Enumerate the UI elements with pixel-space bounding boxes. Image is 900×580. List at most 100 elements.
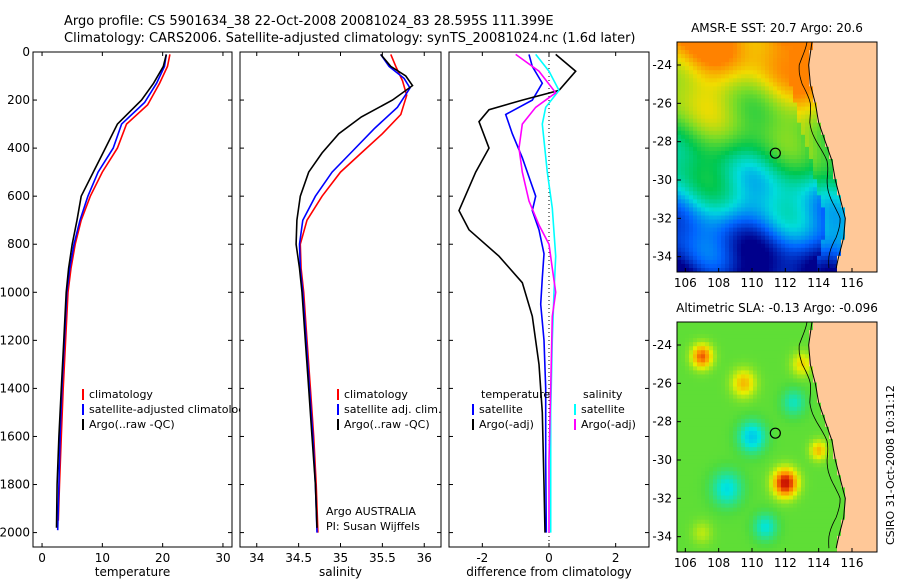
sla-grid-cell <box>761 322 766 327</box>
sst-grid-cell <box>685 130 690 136</box>
sst-grid-cell <box>785 138 790 144</box>
sst-grid-cell <box>685 90 690 95</box>
sla-grid-cell <box>769 471 774 476</box>
sla-grid-cell <box>785 334 790 339</box>
sst-grid-cell <box>821 58 826 63</box>
sst-grid-cell <box>849 138 854 144</box>
sst-grid-cell <box>697 187 702 192</box>
sst-grid-cell <box>693 235 698 241</box>
sst-grid-cell <box>789 146 794 152</box>
sst-grid-cell <box>713 134 718 140</box>
sla-grid-cell <box>801 398 806 404</box>
sst-grid-cell <box>745 231 750 237</box>
sst-grid-cell <box>729 263 734 269</box>
sla-grid-cell <box>813 475 818 480</box>
sst-grid-cell <box>753 263 758 269</box>
sst-grid-cell <box>677 207 682 212</box>
sst-grid-cell <box>857 146 862 152</box>
sla-grid-cell <box>865 334 870 339</box>
sla-grid-cell <box>741 386 746 391</box>
sla-grid-cell <box>841 378 846 383</box>
sla-grid-cell <box>845 418 850 424</box>
sst-grid-cell <box>809 171 814 176</box>
sst-grid-cell <box>765 199 770 204</box>
sla-grid-cell <box>677 422 682 428</box>
sst-grid-cell <box>725 159 730 164</box>
sst-grid-cell <box>781 42 786 47</box>
sst-grid-cell <box>777 191 782 196</box>
sst-grid-cell <box>717 227 722 233</box>
sst-grid-cell <box>785 126 790 132</box>
sla-grid-cell <box>873 459 878 464</box>
sst-grid-cell <box>869 138 874 144</box>
sst-grid-cell <box>713 195 718 200</box>
sst-grid-cell <box>769 54 774 59</box>
sst-grid-cell <box>721 70 726 75</box>
sla-grid-cell <box>765 443 770 448</box>
sst-grid-cell <box>809 130 814 136</box>
sla-grid-cell <box>725 378 730 383</box>
sst-grid-cell <box>769 122 774 128</box>
sla-grid-cell <box>833 406 838 412</box>
sst-grid-cell <box>753 98 758 103</box>
sst-grid-cell <box>701 138 706 144</box>
sst-grid-cell <box>769 191 774 196</box>
sst-grid-cell <box>805 243 810 249</box>
sla-grid-cell <box>793 402 798 408</box>
sla-grid-cell <box>709 390 714 396</box>
sst-grid-cell <box>857 134 862 140</box>
sst-grid-cell <box>753 50 758 55</box>
sla-grid-cell <box>861 455 866 460</box>
sst-grid-cell <box>709 42 714 47</box>
sla-grid-cell <box>829 338 834 343</box>
sla-grid-cell <box>733 467 738 472</box>
sst-grid-cell <box>841 86 846 91</box>
sla-grid-cell <box>701 475 706 480</box>
sst-grid-cell <box>773 122 778 128</box>
sla-grid-cell <box>841 350 846 355</box>
sst-grid-cell <box>781 219 786 224</box>
sst-grid-cell <box>725 211 730 216</box>
sla-grid-cell <box>813 354 818 359</box>
sst-grid-cell <box>853 167 858 172</box>
sst-grid-cell <box>705 255 710 261</box>
sst-grid-cell <box>753 163 758 168</box>
sst-grid-cell <box>813 231 818 237</box>
sla-grid-cell <box>713 362 718 367</box>
sla-grid-cell <box>681 362 686 367</box>
sla-grid-cell <box>813 394 818 400</box>
sst-grid-cell <box>805 215 810 220</box>
sla-grid-cell <box>781 426 786 432</box>
sst-grid-cell <box>729 138 734 144</box>
sst-grid-cell <box>761 106 766 111</box>
sst-grid-cell <box>681 106 686 111</box>
sst-grid-cell <box>689 62 694 67</box>
sla-grid-cell <box>829 414 834 420</box>
temperature-axes-frame <box>32 51 233 548</box>
sla-grid-cell <box>773 414 778 420</box>
sst-grid-cell <box>797 207 802 212</box>
sst-grid-cell <box>701 175 706 180</box>
sst-grid-cell <box>705 183 710 188</box>
sla-grid-cell <box>821 394 826 400</box>
sst-grid-cell <box>705 179 710 184</box>
sst-grid-cell <box>817 78 822 83</box>
sst-grid-cell <box>681 231 686 237</box>
sla-grid-cell <box>713 338 718 343</box>
sst-grid-cell <box>853 62 858 67</box>
sla-grid-cell <box>765 475 770 480</box>
sst-grid-cell <box>805 106 810 111</box>
sst-grid-cell <box>789 130 794 136</box>
sst-grid-cell <box>809 78 814 83</box>
sst-grid-cell <box>705 150 710 156</box>
sst-grid-cell <box>761 90 766 95</box>
sla-grid-cell <box>865 338 870 343</box>
sla-grid-cell <box>681 443 686 448</box>
sst-grid-cell <box>693 130 698 136</box>
sla-grid-cell <box>781 459 786 464</box>
sst-grid-cell <box>805 231 810 237</box>
sla-grid-cell <box>809 459 814 464</box>
sla-grid-cell <box>689 370 694 375</box>
sst-grid-cell <box>729 98 734 103</box>
sst-grid-cell <box>869 134 874 140</box>
